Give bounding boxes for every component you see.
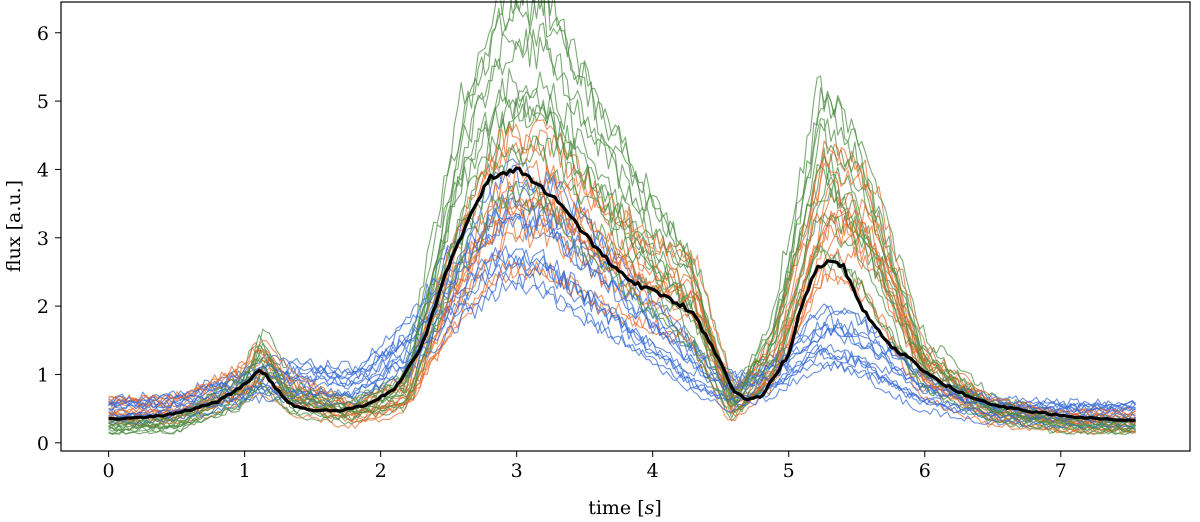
x-tick-label: 0 xyxy=(103,460,115,482)
series-line-blue xyxy=(108,271,1136,429)
series-line-green xyxy=(108,95,1136,427)
y-axis-label: flux [a.u.] xyxy=(3,180,25,272)
series-line-green xyxy=(108,191,1137,433)
x-tick-label: 7 xyxy=(1055,460,1067,482)
x-tick-label: 6 xyxy=(919,460,931,482)
x-axis-ticks: 0 1 2 3 4 5 6 7 xyxy=(103,451,1067,482)
series-line-green xyxy=(108,22,1136,433)
y-tick-label: 5 xyxy=(37,91,49,113)
y-tick-label: 4 xyxy=(37,159,49,181)
x-tick-label: 5 xyxy=(783,460,795,482)
x-tick-label: 3 xyxy=(511,460,523,482)
y-tick-label: 1 xyxy=(37,364,49,386)
y-tick-label: 0 xyxy=(37,433,49,455)
x-axis-label: time [s] xyxy=(588,497,662,519)
y-axis-ticks: 0 1 2 3 4 5 6 xyxy=(37,23,61,455)
series-line-orange xyxy=(108,119,1136,416)
series-line-orange xyxy=(108,261,1136,435)
series-line-green xyxy=(108,0,1136,423)
x-tick-label: 4 xyxy=(647,460,659,482)
series-line-blue xyxy=(108,254,1136,414)
mean-series-line xyxy=(108,166,1136,423)
x-tick-label: 2 xyxy=(375,460,387,482)
plot-frame xyxy=(60,1,1191,452)
series-line-green xyxy=(108,30,1136,425)
y-tick-label: 6 xyxy=(37,23,49,45)
mean-layer xyxy=(108,166,1136,423)
y-tick-label: 3 xyxy=(37,228,49,250)
y-tick-label: 2 xyxy=(37,296,49,318)
x-tick-label: 1 xyxy=(239,460,251,482)
